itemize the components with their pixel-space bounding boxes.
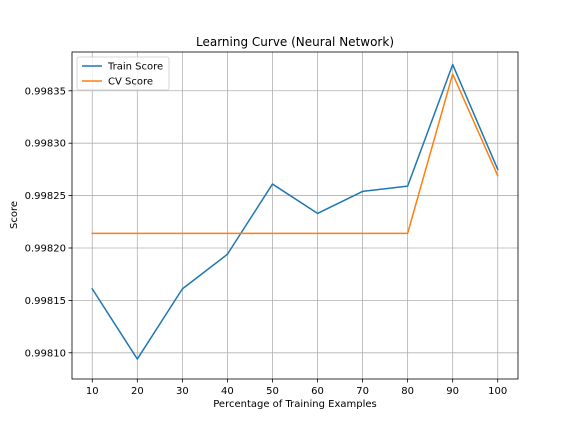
y-tick-label: 0.99835 — [25, 86, 66, 97]
y-tick-label: 0.99810 — [25, 348, 66, 359]
grid — [72, 52, 518, 379]
y-axis-title: Score — [9, 201, 20, 229]
ticks: 10 20 30 40 50 60 70 80 90 100 0.99810 0.99815 0.998… — [25, 86, 508, 397]
x-axis-title: Percentage of Training Examples — [213, 399, 376, 410]
series-line-train-score — [91, 63, 499, 360]
x-tick-label: 40 — [221, 386, 234, 397]
x-tick-label: 20 — [131, 386, 144, 397]
x-tick-label: 70 — [356, 386, 369, 397]
series-line-cv-score — [91, 73, 499, 235]
x-tick-label: 100 — [488, 386, 507, 397]
x-tick-label: 10 — [86, 386, 99, 397]
axes-frame — [71, 51, 519, 380]
x-tick-label: 30 — [176, 386, 189, 397]
y-tick-label: 0.99815 — [25, 296, 66, 307]
series-lines — [91, 63, 499, 360]
x-tick-label: 90 — [446, 386, 459, 397]
legend: Train Score CV Score — [76, 56, 170, 91]
legend-label: Train Score — [107, 62, 163, 73]
legend-label: CV Score — [108, 77, 153, 88]
chart-title: Learning Curve (Neural Network) — [196, 35, 394, 49]
x-tick-label: 50 — [266, 386, 279, 397]
x-tick-label: 60 — [311, 386, 324, 397]
x-tick-label: 80 — [401, 386, 414, 397]
y-tick-label: 0.99825 — [25, 191, 66, 202]
y-tick-label: 0.99820 — [25, 243, 66, 254]
y-tick-label: 0.99830 — [25, 139, 66, 150]
